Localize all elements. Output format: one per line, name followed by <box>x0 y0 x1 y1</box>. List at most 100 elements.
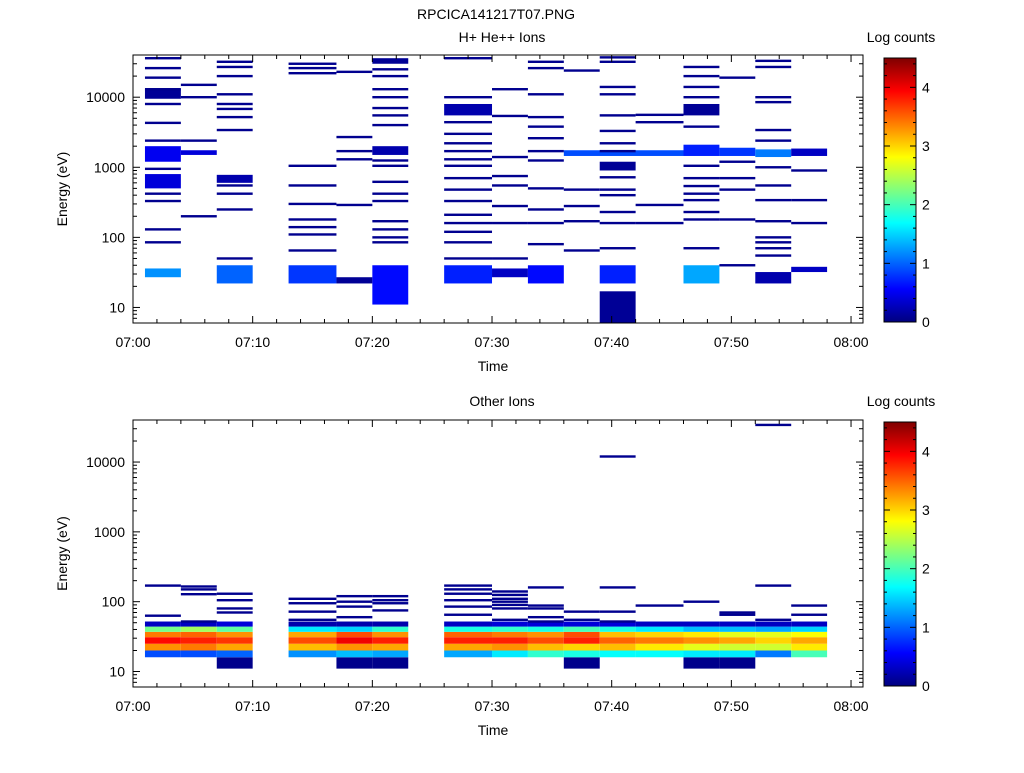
colorbar-tick-label: 2 <box>922 197 930 213</box>
y-axis-label: Energy (eV) <box>54 516 70 591</box>
heatmap-line <box>444 188 493 191</box>
heatmap-line <box>755 423 792 427</box>
heatmap-cell <box>372 650 409 658</box>
heatmap-line <box>336 600 373 603</box>
heatmap-line <box>492 593 528 597</box>
heatmap-line <box>683 184 720 188</box>
heatmap-cell <box>635 626 684 632</box>
heatmap-cell <box>527 637 564 644</box>
heatmap-line <box>755 254 792 257</box>
heatmap-line <box>599 221 636 225</box>
heatmap-line <box>372 123 409 127</box>
heatmap-line <box>755 100 792 104</box>
heatmap-line <box>372 609 409 612</box>
heatmap-line <box>599 210 636 214</box>
heatmap-line <box>492 603 528 607</box>
heatmap-line <box>563 220 600 223</box>
colorbar-tick-label: 3 <box>922 502 930 518</box>
heatmap-cell <box>719 650 756 658</box>
colorbar-tick-label: 2 <box>922 561 930 577</box>
heatmap-line <box>372 74 409 78</box>
heatmap-line <box>216 93 253 96</box>
colorbar-tick-label: 1 <box>922 619 930 635</box>
heatmap-line <box>719 264 756 267</box>
heatmap-line <box>599 93 636 96</box>
heatmap-line <box>216 192 253 195</box>
heatmap-cell <box>288 265 337 284</box>
heatmap-line <box>372 236 409 239</box>
x-axis-label: Time <box>478 358 509 374</box>
heatmap-cell <box>527 643 564 651</box>
heatmap-line <box>635 203 684 207</box>
heatmap-line <box>527 125 564 128</box>
heatmap-cell <box>683 621 720 627</box>
heatmap-line <box>635 120 684 124</box>
heatmap-line <box>791 604 828 607</box>
heatmap-cell <box>719 657 756 669</box>
heatmap-line <box>599 586 636 589</box>
heatmap-line <box>683 198 720 202</box>
heatmap-line <box>527 149 564 153</box>
heatmap-line <box>755 584 792 587</box>
heatmap-line <box>144 121 181 125</box>
x-axis-label: Time <box>478 722 509 738</box>
colorbar-tick-label: 1 <box>922 255 930 271</box>
heatmap-line <box>492 607 528 610</box>
heatmap-line <box>336 135 373 139</box>
heatmap-line <box>180 83 217 87</box>
heatmap-line <box>372 106 409 110</box>
heatmap-line <box>755 139 792 142</box>
heatmap-cell <box>180 626 217 632</box>
heatmap-line <box>755 65 792 69</box>
heatmap-cell <box>683 657 720 669</box>
x-tick-label: 07:10 <box>235 698 270 714</box>
heatmap-line <box>444 142 493 145</box>
heatmap-cell <box>336 650 373 658</box>
heatmap-line <box>683 176 720 180</box>
heatmap-cell <box>599 631 636 638</box>
heatmap-cell <box>635 621 684 627</box>
heatmap-cell <box>144 637 181 644</box>
heatmap-cell <box>719 147 756 156</box>
heatmap-line <box>527 208 564 211</box>
heatmap-line <box>288 184 337 187</box>
heatmap-line <box>599 455 636 458</box>
heatmap-cell <box>791 650 828 658</box>
heatmap-cell <box>791 631 828 638</box>
heatmap-cell <box>372 637 409 644</box>
heatmap-cell <box>563 150 684 156</box>
heatmap-line <box>288 164 337 167</box>
figure-title: RPCICA141217T07.PNG <box>417 6 575 22</box>
heatmap-cell <box>372 657 409 669</box>
heatmap-cell <box>216 265 253 284</box>
heatmap-cell <box>599 650 636 658</box>
plot-frame <box>132 54 864 324</box>
heatmap-cell <box>144 621 181 627</box>
y-tick-label: 10000 <box>86 454 125 470</box>
heatmap-cell <box>791 637 828 644</box>
heatmap-cell <box>216 174 253 183</box>
y-tick-label: 1000 <box>94 524 125 540</box>
heatmap-line <box>719 188 756 191</box>
heatmap-cell <box>444 650 493 658</box>
x-tick-label: 08:00 <box>834 698 869 714</box>
heatmap-line <box>444 132 493 136</box>
data-marks <box>144 423 828 669</box>
heatmap-line <box>683 85 720 89</box>
heatmap-cell <box>683 265 720 284</box>
heatmap-line <box>144 88 181 91</box>
heatmap-cell <box>444 643 493 651</box>
heatmap-line <box>635 604 684 607</box>
y-tick-label: 100 <box>102 594 126 610</box>
heatmap-line <box>492 114 528 118</box>
heatmap-cell <box>336 626 373 632</box>
heatmap-line <box>180 215 217 218</box>
heatmap-cell <box>492 643 528 651</box>
heatmap-line <box>527 187 564 190</box>
heatmap-cell <box>492 631 528 638</box>
x-tick-label: 07:10 <box>235 334 270 350</box>
heatmap-line <box>288 202 337 206</box>
